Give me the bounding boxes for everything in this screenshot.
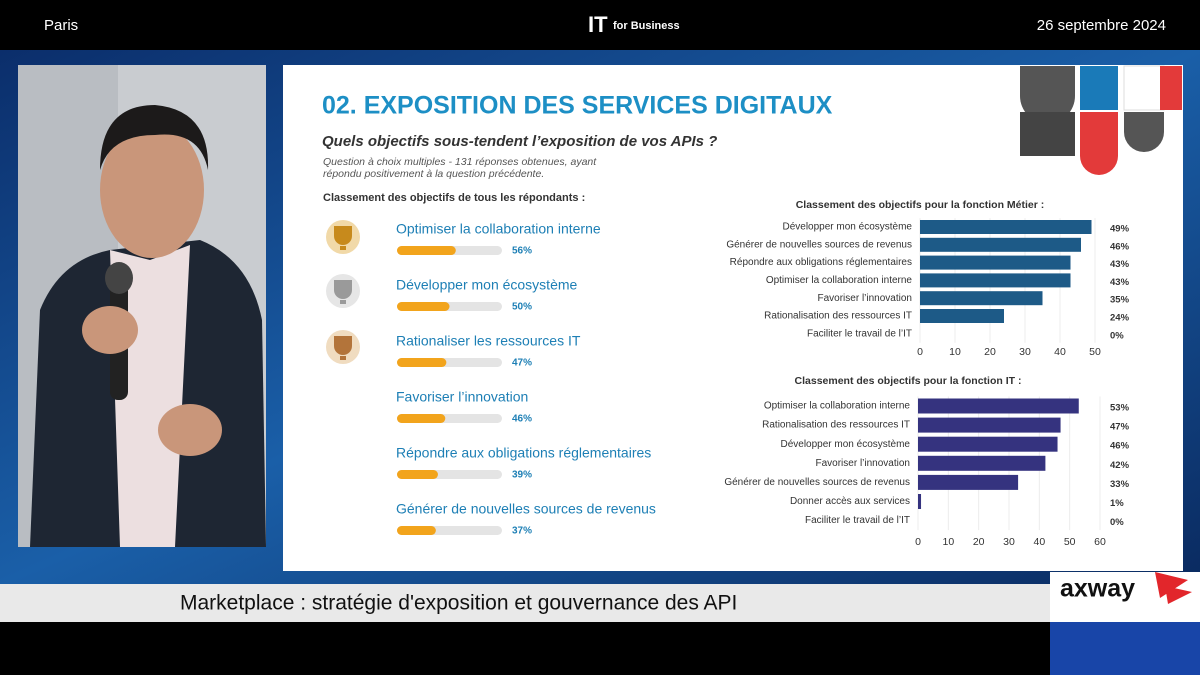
objective-label: Développer mon écosystème (396, 277, 578, 293)
x-tick-label: 30 (1019, 346, 1031, 358)
progress-bar (397, 358, 447, 367)
note: Question à choix multiples - 131 réponse… (323, 156, 597, 168)
logo-main: IT (588, 12, 608, 37)
x-tick-label: 20 (984, 346, 996, 358)
trophy-bronze (326, 330, 360, 364)
corner-stripe (1050, 622, 1200, 675)
charts: Classement des objectifs de tous les rép… (323, 192, 1130, 548)
value-label: 0% (1110, 517, 1124, 528)
category-label: Optimiser la collaboration interne (766, 275, 913, 286)
value-label: 53% (1110, 403, 1130, 414)
value-label: 37% (512, 526, 532, 537)
category-label: Répondre aux obligations réglementaires (730, 257, 912, 268)
objective-label: Rationaliser les ressources IT (396, 333, 581, 349)
x-tick-label: 50 (1064, 536, 1076, 548)
brand: axway (1060, 575, 1135, 603)
category-label: Générer de nouvelles sources de revenus (726, 239, 912, 250)
value-label: 46% (1110, 241, 1130, 252)
progress-bar (397, 526, 436, 535)
x-tick-label: 50 (1089, 346, 1101, 358)
question: Quels objectifs sous-tendent l’expositio… (322, 133, 717, 150)
category-label: Optimiser la collaboration interne (764, 401, 911, 412)
x-tick-label: 30 (1003, 536, 1015, 548)
value-label: 50% (512, 302, 532, 313)
objective-label: Générer de nouvelles sources de revenus (396, 501, 656, 517)
value-label: 43% (1110, 277, 1130, 288)
logo-sub: for Business (613, 20, 680, 32)
bar (918, 417, 1061, 433)
chart-title: Classement des objectifs pour la fonctio… (796, 199, 1045, 211)
value-label: 24% (1110, 313, 1130, 324)
value-label: 47% (512, 358, 532, 369)
value-label: 46% (1110, 441, 1130, 452)
note: répondu positivement à la question précé… (323, 168, 544, 180)
category-label: Donner accès aux services (790, 496, 910, 507)
slide-logo (1020, 65, 1182, 175)
bar (920, 291, 1043, 306)
chart-title: Classement des objectifs de tous les rép… (323, 192, 585, 204)
objective-label: Répondre aux obligations réglementaires (396, 445, 651, 461)
category-label: Développer mon écosystème (780, 439, 910, 450)
value-label: 35% (1110, 295, 1130, 306)
x-tick-label: 40 (1033, 536, 1045, 548)
value-label: 42% (1110, 460, 1130, 471)
trophy-gold (326, 220, 360, 254)
progress-bar (397, 414, 446, 423)
category-label: Développer mon écosystème (782, 222, 912, 233)
value-label: 56% (512, 246, 532, 257)
value-label: 1% (1110, 498, 1124, 509)
x-tick-label: 0 (915, 536, 921, 548)
category-label: Rationalisation des ressources IT (764, 311, 912, 322)
date: 26 septembre 2024 (1037, 17, 1166, 34)
x-tick-label: 10 (949, 346, 961, 358)
x-tick-label: 40 (1054, 346, 1066, 358)
bar (918, 436, 1058, 452)
progress-bar (397, 246, 456, 255)
progress-bar (397, 302, 450, 311)
category-label: Rationalisation des ressources IT (762, 420, 910, 431)
header-bar (0, 0, 1200, 50)
category-label: Favoriser l’innovation (818, 293, 913, 304)
value-label: 47% (1110, 422, 1130, 433)
value-label: 49% (1110, 224, 1130, 235)
value-label: 33% (1110, 479, 1130, 490)
value-label: 46% (512, 414, 532, 425)
category-label: Faciliter le travail de l’IT (807, 328, 912, 339)
x-tick-label: 10 (942, 536, 954, 548)
category-label: Faciliter le travail de l’IT (805, 515, 910, 526)
objective-label: Favoriser l’innovation (396, 389, 528, 405)
x-tick-label: 20 (973, 536, 985, 548)
bar (920, 220, 1092, 234)
value-label: 39% (512, 470, 532, 481)
category-label: Favoriser l’innovation (816, 458, 911, 469)
bar (918, 398, 1079, 414)
value-label: 0% (1110, 330, 1124, 341)
chart-title: Classement des objectifs pour la fonctio… (795, 375, 1022, 387)
caption: Marketplace : stratégie d'exposition et … (180, 592, 737, 615)
slide-title: 02. EXPOSITION DES SERVICES DIGITAUX (322, 92, 833, 120)
caption-bar (0, 584, 1050, 622)
x-tick-label: 60 (1094, 536, 1106, 548)
bar (920, 309, 1004, 323)
bar (918, 455, 1046, 471)
bar (920, 255, 1071, 270)
bar (918, 494, 922, 509)
trophy-silver (326, 274, 360, 308)
bar (918, 474, 1019, 490)
progress-bar (397, 470, 438, 479)
brand-mark (1155, 572, 1192, 604)
bar (920, 237, 1081, 252)
speaker-video (18, 65, 266, 547)
bar (920, 273, 1071, 288)
category-label: Générer de nouvelles sources de revenus (724, 477, 910, 488)
value-label: 43% (1110, 259, 1130, 270)
objective-label: Optimiser la collaboration interne (396, 221, 601, 237)
x-tick-label: 0 (917, 346, 923, 358)
location: Paris (44, 17, 78, 34)
